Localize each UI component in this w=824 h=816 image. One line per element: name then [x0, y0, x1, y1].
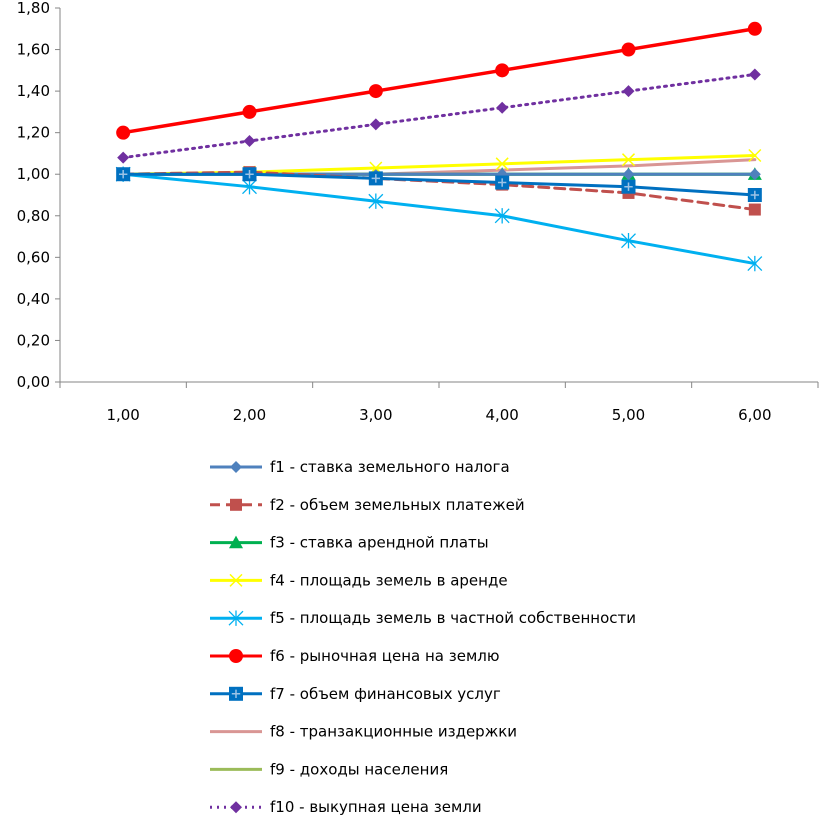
data-point [747, 255, 763, 272]
data-point [243, 134, 256, 147]
y-tick-label: 1,80 [17, 0, 50, 17]
data-point [621, 42, 636, 57]
series-line [121, 27, 757, 135]
legend-item-f9: f9 - доходы населения [210, 760, 448, 778]
y-tick-label: 0,40 [17, 290, 50, 308]
legend-marker [229, 573, 243, 587]
data-point [116, 125, 131, 140]
legend-item-f10: f10 - выкупная цена земли [210, 798, 482, 816]
data-point [495, 157, 509, 171]
data-point [622, 168, 635, 181]
series-line [121, 172, 757, 197]
legend-label: f5 - площадь земель в частной собственно… [270, 609, 636, 627]
legend-item-f8: f8 - транзакционные издержки [210, 723, 517, 741]
series-f5 [115, 166, 763, 272]
data-point [117, 151, 130, 164]
series-line [121, 170, 757, 212]
legend-marker [229, 649, 243, 663]
series-f7 [116, 167, 762, 202]
y-tick-label: 0,80 [17, 207, 50, 225]
y-tick-label: 0,60 [17, 248, 50, 266]
legend-label: f1 - ставка земельного налога [270, 458, 510, 476]
y-tick-label: 1,40 [17, 82, 50, 100]
data-point [621, 153, 636, 167]
legend-marker [229, 535, 243, 549]
legend-marker [230, 801, 242, 814]
legend-label: f9 - доходы населения [270, 760, 448, 778]
data-point [748, 203, 761, 216]
legend-marker [230, 498, 242, 511]
data-point-cross [750, 190, 760, 200]
data-point [369, 118, 382, 131]
data-point-cross [118, 170, 128, 179]
legend-label: f7 - объем финансовых услуг [270, 685, 501, 703]
axes: 0,00 0,20 0,40 0,60 0,80 1,00 1,20 1,40 1,60 1,80… [17, 0, 819, 424]
legend-label: f4 - площадь земель в аренде [270, 571, 508, 589]
series-line [121, 172, 757, 266]
legend-label: f8 - транзакционные издержки [270, 723, 517, 741]
legend-label: f2 - объем земельных платежей [270, 496, 525, 514]
data-point [621, 233, 636, 249]
x-tick-label: 5,00 [612, 406, 645, 424]
data-point-cross [371, 174, 381, 183]
series-layer [115, 21, 763, 272]
x-tick-label: 4,00 [485, 406, 518, 424]
data-point [747, 21, 762, 36]
x-tick-label: 2,00 [233, 406, 266, 424]
legend-marker [228, 610, 244, 626]
legend: f1 - ставка земельного налога f2 - объем … [210, 458, 636, 816]
legend-label: f3 - ставка арендной платы [270, 534, 489, 552]
data-point [494, 208, 510, 224]
y-tick-label: 1,60 [17, 41, 50, 59]
series-f10 [117, 68, 761, 164]
data-point-cross [245, 170, 254, 179]
x-tick-label: 3,00 [359, 406, 392, 424]
legend-item-f3: f3 - ставка арендной платы [210, 534, 489, 552]
data-point [622, 85, 635, 98]
data-point-cross [497, 178, 507, 187]
legend-marker-cross [231, 689, 241, 698]
legend-item-f1: f1 - ставка земельного налога [210, 458, 510, 476]
series-f6 [116, 21, 762, 140]
legend-item-f5: f5 - площадь земель в частной собственно… [210, 609, 636, 627]
legend-item-f2: f2 - объем земельных платежей [210, 496, 525, 514]
legend-item-f7: f7 - объем финансовых услуг [210, 685, 501, 703]
y-tick-label: 0,00 [17, 373, 50, 391]
legend-item-f6: f6 - рыночная цена на землю [210, 647, 499, 665]
data-point [368, 84, 383, 99]
data-point [242, 178, 257, 195]
data-point [368, 193, 384, 209]
legend-label: f6 - рыночная цена на землю [270, 647, 499, 665]
x-tick-label: 6,00 [738, 406, 771, 424]
data-point [495, 63, 510, 78]
x-tick-label: 1,00 [106, 406, 139, 424]
legend-marker [230, 461, 242, 473]
series-line [121, 72, 757, 160]
y-tick-label: 1,20 [17, 124, 50, 142]
data-point [242, 104, 257, 119]
data-point [496, 101, 509, 114]
y-tick-label: 1,00 [17, 165, 50, 183]
data-point [748, 68, 761, 81]
data-point [748, 168, 761, 181]
legend-label: f10 - выкупная цена земли [270, 798, 482, 816]
data-point-cross [624, 182, 633, 191]
legend-item-f4: f4 - площадь земель в аренде [210, 571, 508, 589]
y-tick-label: 0,20 [17, 331, 50, 349]
data-point [748, 148, 762, 163]
